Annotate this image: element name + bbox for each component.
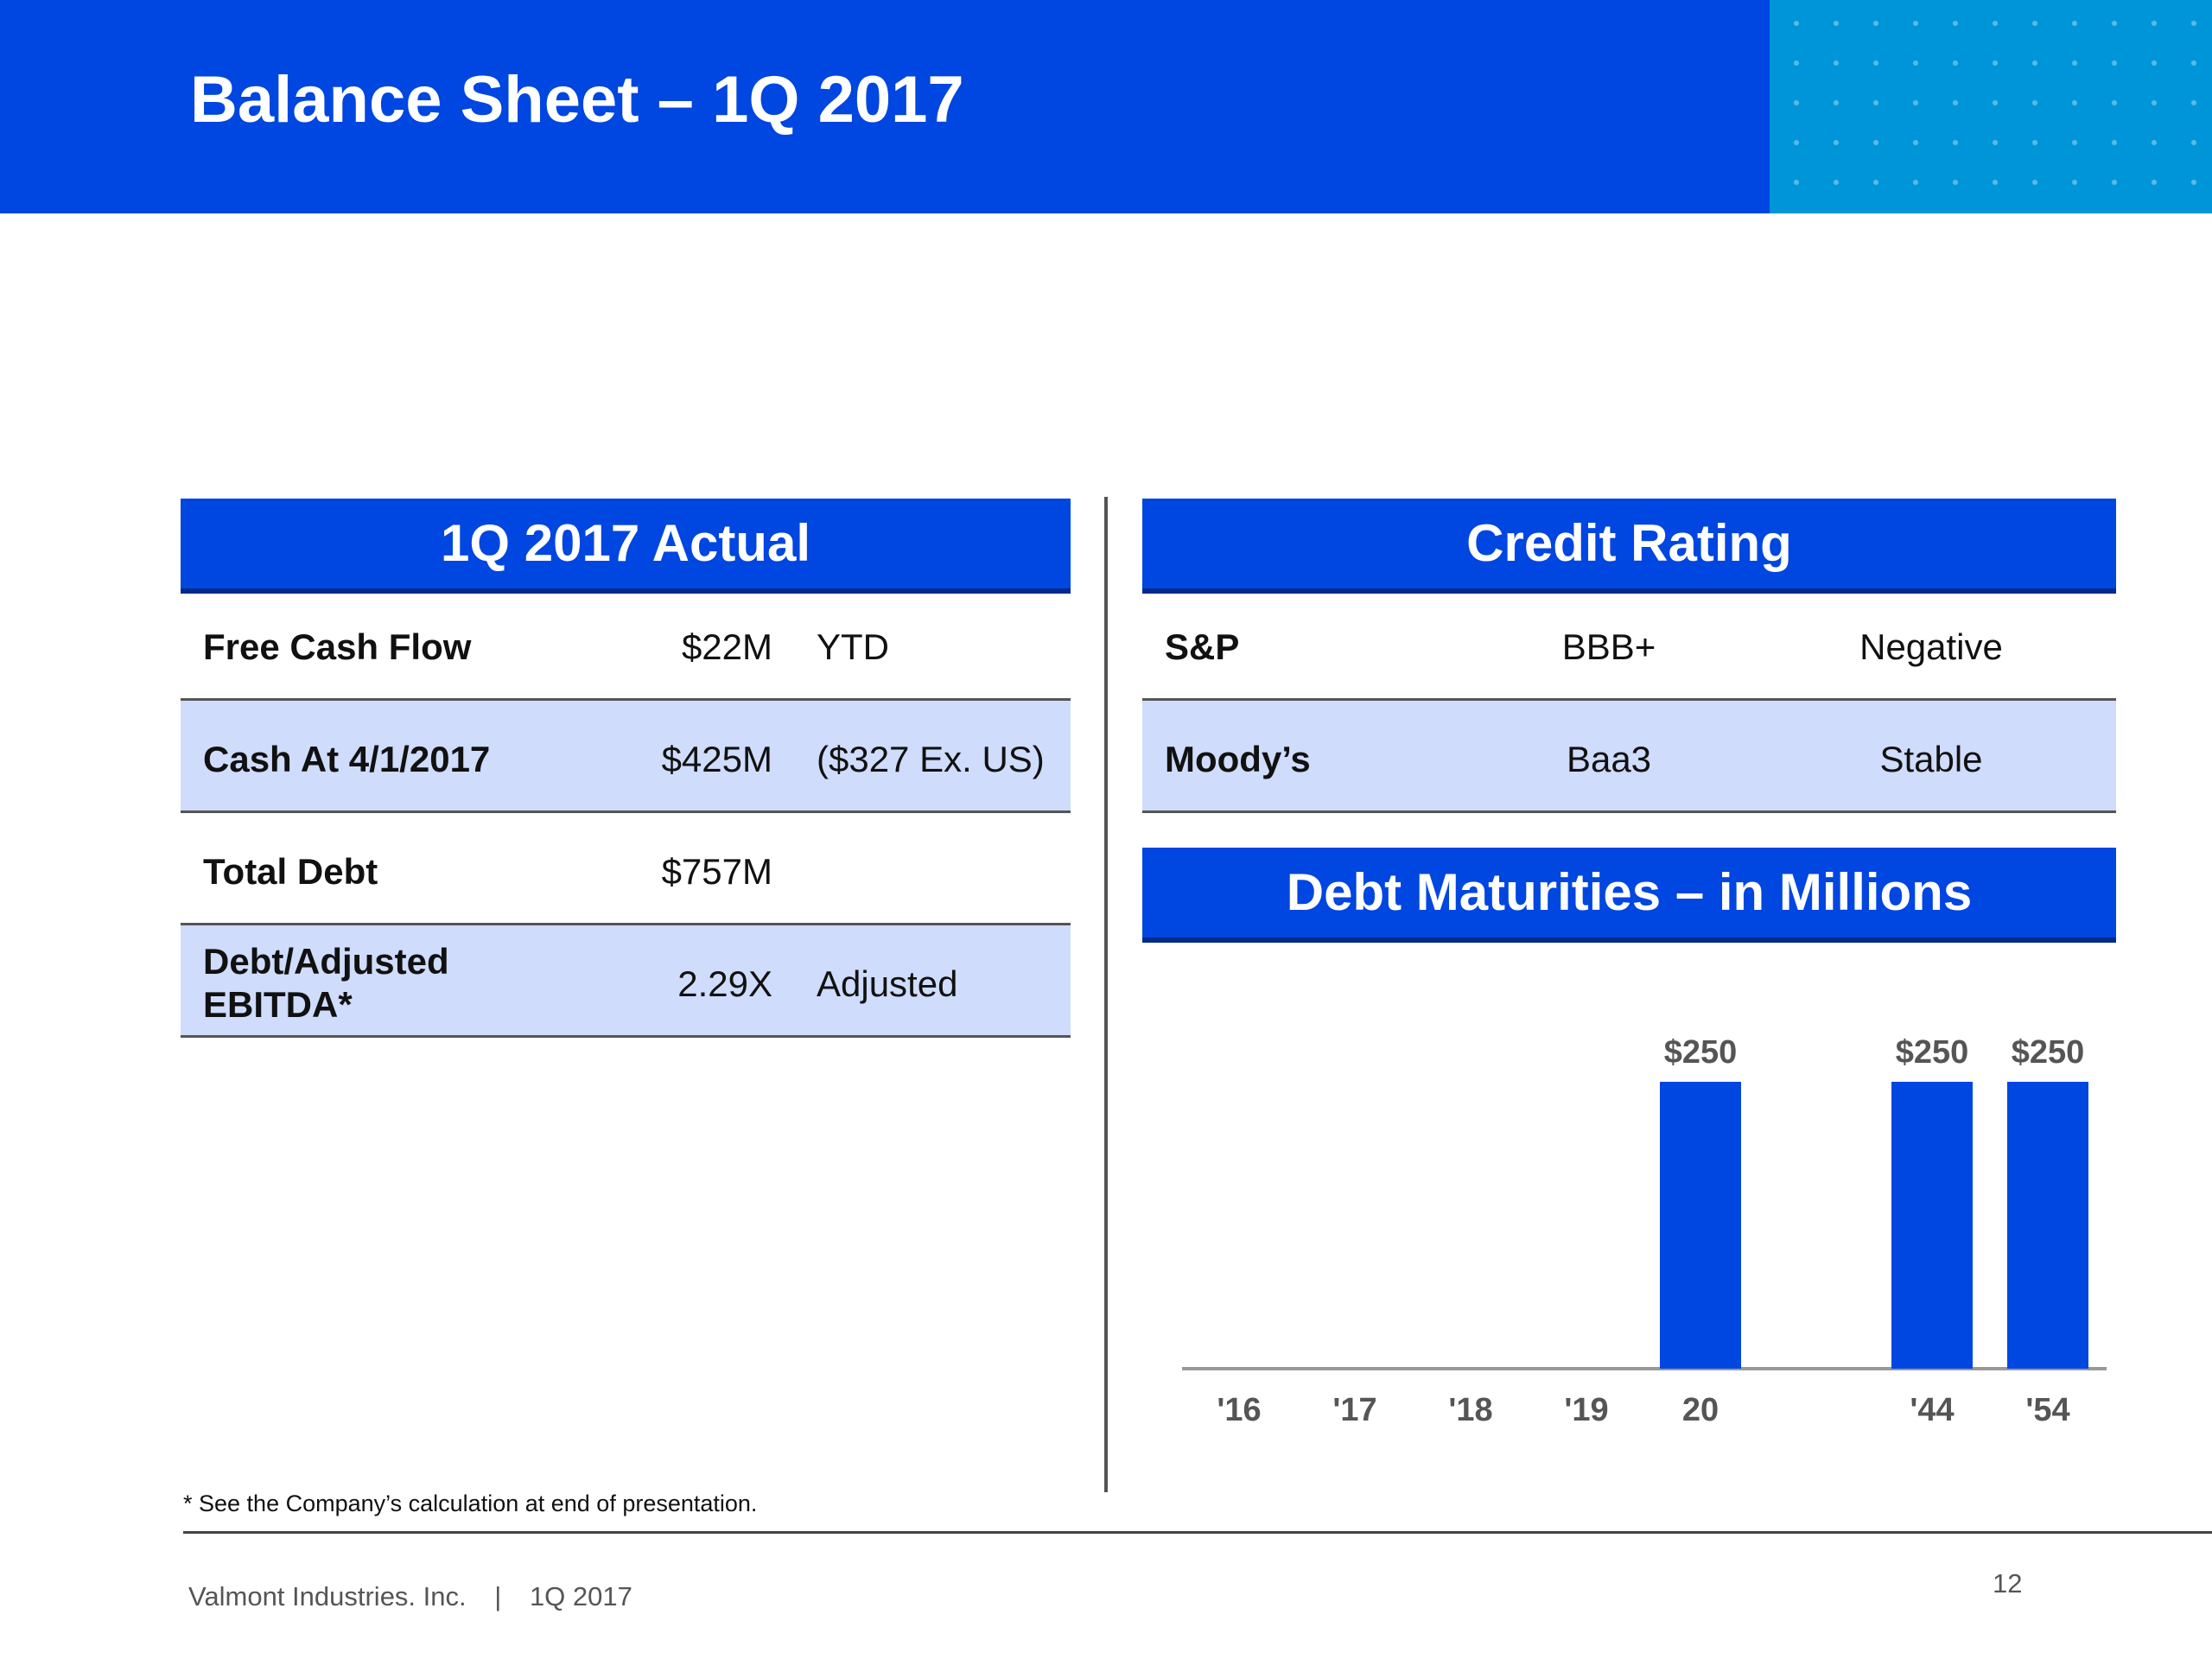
row-label-line2: EBITDA* <box>203 984 353 1025</box>
row-note: Adjusted <box>817 963 958 1004</box>
actual-panel-header: 1Q 2017 Actual <box>181 499 1071 588</box>
table-row: Cash At 4/1/2017 $425M ($327 Ex. US) <box>181 701 1071 813</box>
x-tick-label: '18 <box>1448 1392 1492 1428</box>
row-note: ($327 Ex. US) <box>817 739 1045 779</box>
rating-value: BBB+ <box>1561 626 1656 667</box>
table-row: Total Debt $757M <box>181 813 1071 925</box>
bar-44 <box>1891 1082 1973 1369</box>
panel-divider <box>1104 497 1108 1492</box>
footer-period: 1Q 2017 <box>529 1581 632 1611</box>
row-value: $757M <box>661 851 772 892</box>
x-tick-label: 20 <box>1682 1392 1719 1428</box>
row-note: YTD <box>817 626 889 667</box>
bar-20 <box>1660 1082 1741 1369</box>
rating-value: Baa3 <box>1566 739 1652 779</box>
x-tick-label: '44 <box>1910 1392 1954 1428</box>
credit-panel-header: Credit Rating <box>1142 499 2116 588</box>
table-row: Free Cash Flow $22M YTD <box>181 588 1071 701</box>
data-label: $250 <box>1896 1034 1969 1071</box>
rating-agency: Moody’s <box>1165 739 1311 779</box>
row-value: 2.29X <box>677 963 772 1004</box>
data-label: $250 <box>1664 1034 1738 1071</box>
x-tick-label: '16 <box>1217 1392 1261 1428</box>
table-row: S&P BBB+ Negative <box>1142 588 2116 701</box>
row-value: $22M <box>681 626 772 667</box>
table-row: Moody’s Baa3 Stable <box>1142 701 2116 813</box>
chart-title: Debt Maturities – in Millions <box>1142 848 2116 938</box>
row-label: Cash At 4/1/2017 <box>203 739 491 779</box>
header-dot-pattern <box>1770 0 2212 213</box>
page-number: 12 <box>1993 1568 2023 1599</box>
footnote: * See the Company’s calculation at end o… <box>183 1491 758 1516</box>
bar-54 <box>2007 1082 2088 1369</box>
rating-outlook: Negative <box>1859 626 2003 667</box>
row-label: Total Debt <box>203 851 378 892</box>
footer-separator: | <box>494 1581 502 1611</box>
footer-divider <box>183 1531 2212 1534</box>
row-value: $425M <box>661 739 772 779</box>
row-label: Free Cash Flow <box>203 626 472 667</box>
data-label: $250 <box>2012 1034 2085 1071</box>
debt-maturities-chart: '16 '17 '18 '19 $250 20 $250 '44 $250 '54 <box>1182 1034 2107 1428</box>
footer-text: Valmont Industries. Inc. | 1Q 2017 <box>188 1581 632 1612</box>
row-label-line1: Debt/Adjusted <box>203 941 449 982</box>
table-row: Debt/Adjusted EBITDA* 2.29X Adjusted <box>181 925 1071 1038</box>
x-tick-label: '19 <box>1564 1392 1608 1428</box>
x-tick-label: '17 <box>1332 1392 1376 1428</box>
header-bar: Balance Sheet – 1Q 2017 <box>0 0 1770 213</box>
footer-company: Valmont Industries. Inc. <box>188 1581 467 1611</box>
rating-agency: S&P <box>1165 626 1240 667</box>
x-tick-label: '54 <box>2025 1392 2069 1428</box>
rating-outlook: Stable <box>1879 739 1983 779</box>
page-title: Balance Sheet – 1Q 2017 <box>190 63 964 137</box>
